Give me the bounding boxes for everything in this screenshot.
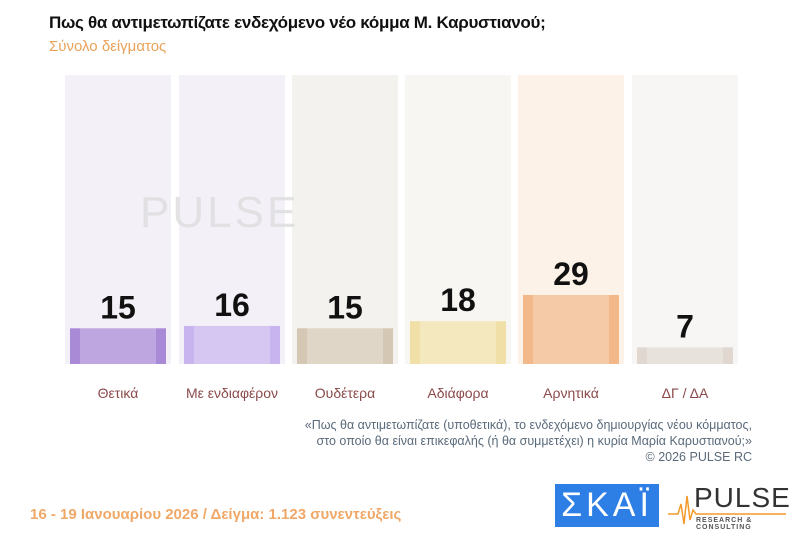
question-note: «Πως θα αντιμετωπίζατε (υποθετικά), το ε… bbox=[305, 417, 752, 465]
bar-highlight bbox=[80, 328, 156, 364]
chart-title: Πως θα αντιμετωπίζατε ενδεχόμενο νέο κόμ… bbox=[49, 13, 546, 32]
note-line: στο οποίο θα είναι επικεφαλής (ή θα συμμ… bbox=[316, 434, 752, 448]
column-background bbox=[292, 75, 398, 364]
bar-highlight bbox=[647, 347, 723, 364]
bar-highlight bbox=[307, 328, 383, 364]
bar bbox=[184, 325, 280, 364]
bar bbox=[70, 328, 166, 364]
bar-highlight bbox=[533, 294, 609, 364]
bar-highlight bbox=[194, 325, 270, 364]
data-label: 29 bbox=[553, 256, 589, 292]
category-label: ΔΓ / ΔΑ bbox=[662, 385, 709, 401]
pulse-logo: PULSE RESEARCH & CONSULTING bbox=[668, 482, 790, 531]
footer-info: 16 - 19 Ιανουαρίου 2026 / Δείγμα: 1.123 … bbox=[30, 506, 402, 523]
skai-logo: ΣΚΑΪ bbox=[555, 484, 659, 527]
column-background bbox=[65, 75, 171, 364]
data-label: 18 bbox=[440, 282, 476, 318]
bar bbox=[523, 294, 619, 364]
category-label: Θετικά bbox=[98, 385, 139, 401]
bar bbox=[297, 328, 393, 364]
pulse-watermark: PULSE bbox=[140, 188, 300, 237]
chart-subtitle: Σύνολο δείγματος bbox=[49, 38, 167, 55]
column-background bbox=[632, 75, 738, 364]
bar-highlight bbox=[420, 321, 496, 364]
bar bbox=[637, 347, 733, 364]
column-background bbox=[179, 75, 285, 364]
data-label: 7 bbox=[676, 308, 694, 344]
category-label: Αδιάφορα bbox=[427, 385, 488, 401]
bar bbox=[410, 321, 506, 364]
data-label: 15 bbox=[100, 289, 136, 325]
category-label: Ουδέτερα bbox=[315, 385, 375, 401]
category-label: Με ενδιαφέρον bbox=[186, 385, 278, 401]
column-background bbox=[405, 75, 511, 364]
category-label: Αρνητικά bbox=[543, 385, 599, 401]
note-line: «Πως θα αντιμετωπίζατε (υποθετικά), το ε… bbox=[304, 418, 752, 432]
copyright: © 2026 PULSE RC bbox=[645, 450, 752, 464]
data-label: 15 bbox=[327, 289, 363, 325]
data-label: 16 bbox=[214, 287, 250, 323]
